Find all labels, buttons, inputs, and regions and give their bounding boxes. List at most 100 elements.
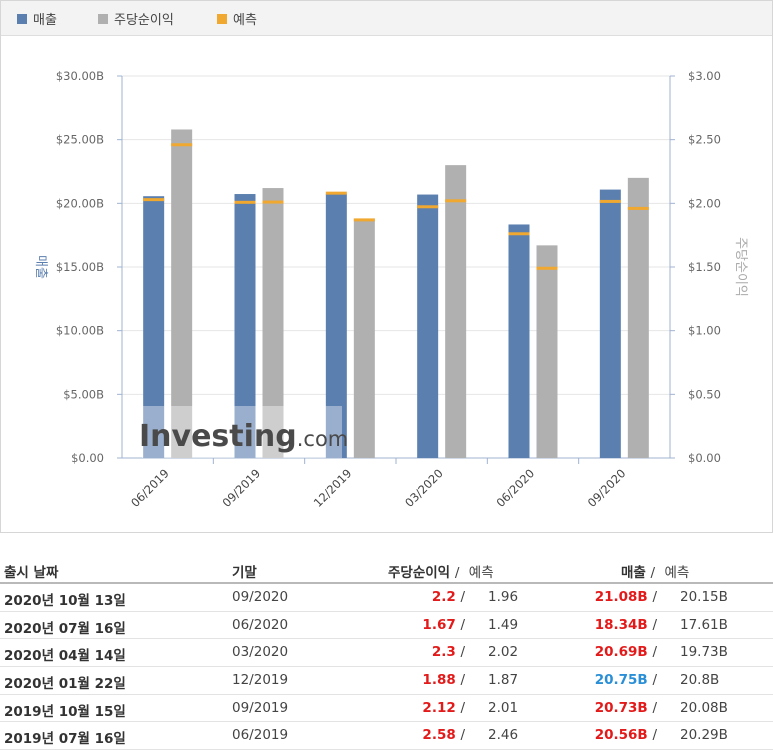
eps-actual: 2.3 / bbox=[432, 644, 465, 660]
header-eps-label: 주당순이익 bbox=[388, 565, 451, 581]
revenue-forecast: 17.61B bbox=[680, 616, 728, 633]
left-axis-tick-label: $30.00B bbox=[56, 69, 104, 83]
legend-forecast[interactable]: 예측 bbox=[217, 1, 257, 36]
table-row: 2020년 04월 14일 03/2020 2.3 / 2.02 20.69B / 19.… bbox=[0, 639, 773, 668]
revenue-bar bbox=[417, 194, 439, 458]
eps-separator: / bbox=[460, 644, 465, 661]
release-date: 2019년 07월 16일 bbox=[4, 731, 126, 748]
eps-forecast: 2.02 bbox=[488, 644, 519, 661]
eps-forecast-marker bbox=[262, 200, 284, 204]
right-axis-tick-label: $0.00 bbox=[688, 451, 721, 465]
legend-revenue-swatch bbox=[17, 13, 27, 24]
x-axis-tick-label: 06/2020 bbox=[493, 466, 537, 510]
eps-forecast: 1.49 bbox=[488, 616, 519, 633]
revenue-forecast-marker bbox=[417, 205, 439, 209]
investing-watermark: Investing.com bbox=[139, 419, 348, 454]
revenue-bar bbox=[599, 189, 621, 458]
period-end: 09/2020 bbox=[232, 589, 289, 605]
eps-bar bbox=[353, 218, 375, 458]
earnings-table: 출시 날짜 기말 주당순이익 / 예측 매출 / 예측 2020년 10월 13… bbox=[0, 555, 773, 750]
table-row: 2020년 07월 16일 06/2020 1.67 / 1.49 18.34B / 17… bbox=[0, 612, 773, 640]
revenue-separator: / bbox=[652, 672, 657, 689]
legend-eps[interactable]: 주당순이익 bbox=[98, 1, 174, 36]
x-axis-tick-label: 03/2020 bbox=[402, 466, 446, 510]
period-end: 06/2019 bbox=[232, 727, 289, 744]
legend-eps-label: 주당순이익 bbox=[114, 13, 174, 28]
revenue-forecast-marker bbox=[234, 200, 256, 204]
eps-bar bbox=[171, 129, 193, 458]
left-axis-title: 매출 bbox=[33, 255, 48, 279]
watermark-suffix: .com bbox=[297, 427, 349, 451]
period-end: 03/2020 bbox=[232, 644, 289, 661]
revenue-actual-value: 18.34B bbox=[594, 616, 648, 633]
chart-plot: $0.00 $0.00 $5.00B $0.50 $10.00B $1.00 $15.00B… bbox=[33, 69, 748, 510]
eps-actual: 1.88 / bbox=[422, 672, 465, 688]
eps-forecast: 2.01 bbox=[488, 699, 519, 716]
left-axis-tick-label: $15.00B bbox=[56, 260, 104, 274]
legend-revenue[interactable]: 매출 bbox=[17, 1, 57, 36]
right-axis-tick-label: $3.00 bbox=[688, 69, 721, 83]
right-axis-tick-label: $2.50 bbox=[688, 133, 721, 147]
revenue-forecast: 20.29B bbox=[680, 727, 728, 744]
eps-actual-value: 1.67 bbox=[422, 616, 456, 633]
legend-revenue-label: 매출 bbox=[33, 13, 57, 28]
release-date: 2019년 10월 15일 bbox=[4, 703, 126, 720]
revenue-actual: 18.34B / bbox=[595, 617, 657, 633]
right-axis-tick-label: $1.00 bbox=[688, 324, 721, 338]
right-axis-title: 주당순이익 bbox=[733, 237, 748, 297]
eps-actual-value: 2.58 bbox=[422, 727, 456, 744]
eps-separator: / bbox=[460, 616, 465, 633]
release-date: 2020년 07월 16일 bbox=[4, 620, 126, 637]
eps-actual-value: 2.12 bbox=[422, 699, 456, 716]
header-revenue[interactable]: 매출 / 예측 bbox=[621, 561, 689, 581]
table-row: 2020년 01월 22일 12/2019 1.88 /1.87 20.75B /20… bbox=[0, 667, 773, 695]
table-row: 2019년 10월 15일 09/2019 2.12 / 2.01 20.73B / 20… bbox=[0, 695, 773, 723]
eps-actual: 2.2 / bbox=[432, 589, 465, 605]
revenue-separator: / bbox=[652, 589, 657, 605]
eps-actual: 1.67 / bbox=[422, 617, 465, 633]
revenue-actual: 20.56B / bbox=[595, 727, 657, 743]
revenue-separator: / bbox=[652, 699, 657, 716]
right-axis-tick-label: $2.00 bbox=[688, 196, 721, 210]
header-revenue-forecast: 예측 bbox=[664, 565, 690, 581]
legend-forecast-swatch bbox=[217, 13, 227, 24]
revenue-forecast-marker bbox=[143, 198, 165, 202]
eps-forecast: 1.96 bbox=[488, 589, 519, 605]
eps-actual: 2.12 / bbox=[422, 700, 465, 716]
left-axis-tick-label: $25.00B bbox=[56, 133, 104, 147]
table-row: 2019년 07월 16일 06/2019 2.58 /2.46 20.56B /20… bbox=[0, 722, 773, 750]
table-header: 출시 날짜 기말 주당순이익 / 예측 매출 / 예측 bbox=[0, 555, 773, 584]
right-axis-tick-label: $1.50 bbox=[688, 260, 721, 274]
revenue-forecast: 20.15B bbox=[680, 589, 728, 605]
revenue-separator: / bbox=[652, 644, 657, 661]
left-axis-tick-label: $0.00 bbox=[71, 451, 104, 465]
header-eps-sep: / bbox=[454, 565, 460, 581]
x-axis-tick-label: 09/2020 bbox=[585, 466, 629, 510]
eps-separator: / bbox=[460, 672, 465, 689]
revenue-bar bbox=[325, 193, 347, 459]
release-date: 2020년 04월 14일 bbox=[4, 648, 126, 665]
revenue-actual: 20.73B / bbox=[595, 700, 657, 716]
x-axis-tick-label: 09/2019 bbox=[219, 466, 263, 510]
period-end: 09/2019 bbox=[232, 699, 289, 716]
header-date[interactable]: 출시 날짜 bbox=[4, 565, 59, 581]
eps-bar bbox=[536, 245, 558, 458]
header-period[interactable]: 기말 bbox=[232, 565, 257, 581]
watermark-backdrop bbox=[142, 406, 342, 458]
eps-separator: / bbox=[460, 699, 465, 716]
left-axis-tick-label: $10.00B bbox=[56, 324, 104, 338]
revenue-actual-value: 20.69B bbox=[594, 644, 648, 661]
revenue-actual-value: 20.56B bbox=[594, 727, 648, 744]
header-eps[interactable]: 주당순이익 / 예측 bbox=[388, 561, 494, 581]
revenue-forecast: 20.08B bbox=[680, 699, 728, 716]
eps-bar bbox=[445, 165, 467, 458]
revenue-actual: 20.69B / bbox=[595, 644, 657, 660]
eps-forecast-marker bbox=[445, 199, 467, 203]
earnings-chart: 매출 주당순이익 예측 $0.00 $0.00 $5.00B $0.50 $10.00B… bbox=[0, 0, 773, 533]
right-axis-tick-label: $0.50 bbox=[688, 387, 721, 401]
revenue-separator: / bbox=[652, 727, 657, 744]
eps-actual-value: 1.88 bbox=[422, 672, 456, 689]
revenue-separator: / bbox=[652, 616, 657, 633]
eps-forecast: 2.46 bbox=[488, 727, 519, 744]
eps-forecast: 1.87 bbox=[488, 672, 519, 689]
